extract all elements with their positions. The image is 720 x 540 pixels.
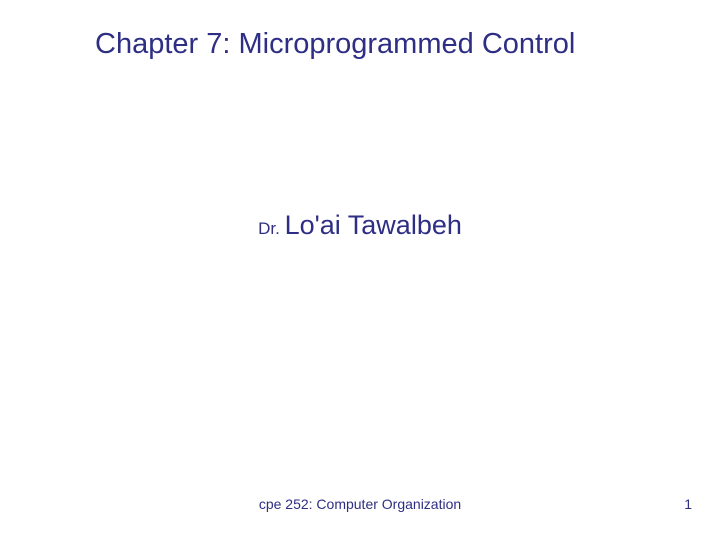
slide-title: Chapter 7: Microprogrammed Control (95, 28, 575, 61)
footer-course-label: cpe 252: Computer Organization (0, 496, 720, 512)
slide-number: 1 (684, 496, 692, 512)
author-name: Lo'ai Tawalbeh (285, 210, 462, 240)
author-prefix: Dr. (258, 219, 284, 238)
author-line: Dr. Lo'ai Tawalbeh (0, 210, 720, 241)
